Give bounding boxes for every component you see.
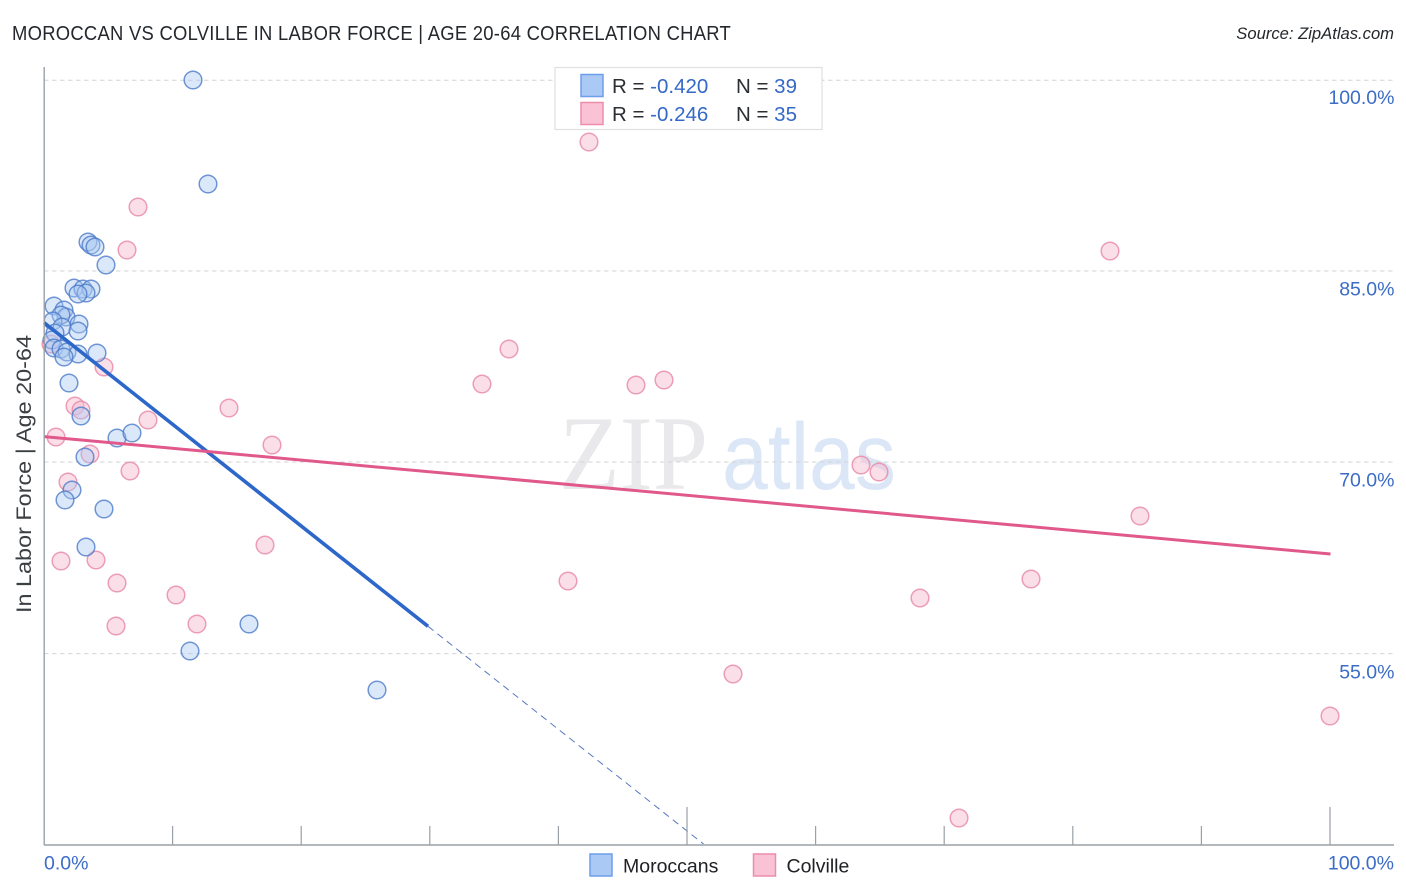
svg-text:100.0%: 100.0% — [1328, 853, 1394, 875]
svg-text:85.0%: 85.0% — [1339, 279, 1394, 301]
svg-text:In Labor Force | Age 20-64: In Labor Force | Age 20-64 — [12, 335, 36, 613]
svg-text:Moroccans: Moroccans — [623, 856, 719, 878]
svg-text:55.0%: 55.0% — [1339, 662, 1394, 684]
svg-text:Colville: Colville — [787, 856, 850, 878]
svg-text:0.0%: 0.0% — [44, 853, 88, 875]
svg-text:70.0%: 70.0% — [1339, 470, 1394, 492]
svg-text:atlas: atlas — [722, 404, 896, 510]
svg-text:Source: ZipAtlas.com: Source: ZipAtlas.com — [1236, 24, 1394, 43]
svg-text:100.0%: 100.0% — [1328, 87, 1394, 109]
svg-text:ZIP: ZIP — [559, 395, 708, 512]
svg-text:MOROCCAN VS COLVILLE IN LABOR: MOROCCAN VS COLVILLE IN LABOR FORCE | AG… — [12, 22, 731, 45]
